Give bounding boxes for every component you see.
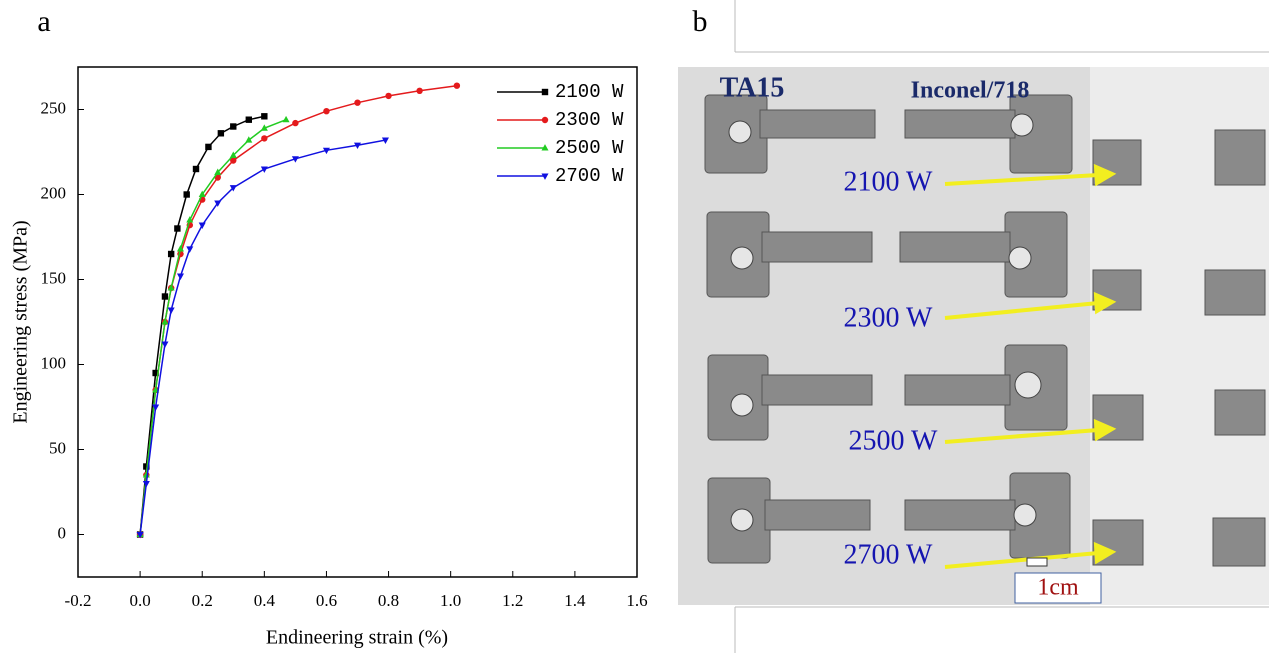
x-tick-label: 0.2: [192, 591, 213, 610]
marker: [161, 318, 169, 325]
marker: [161, 341, 169, 348]
marker: [192, 165, 200, 173]
x-tick-label: 1.2: [502, 591, 523, 610]
marker: [261, 113, 268, 120]
marker: [453, 82, 461, 89]
marker: [198, 190, 206, 198]
y-tick-label: 200: [41, 183, 67, 202]
marker: [381, 137, 389, 144]
marker: [260, 124, 268, 131]
y-tick-label: 50: [49, 438, 66, 457]
y-tick-label: 250: [41, 98, 67, 117]
marker: [136, 531, 144, 539]
x-tick-label: 0.8: [378, 591, 399, 610]
legend-marker: [541, 116, 549, 124]
legend-marker: [541, 88, 549, 96]
marker: [143, 463, 150, 470]
marker: [245, 116, 253, 123]
y-axis-label: Engineering stress (MPa): [10, 220, 32, 423]
marker: [245, 136, 253, 143]
power-label: 2300 W: [844, 302, 933, 333]
power-label: 2100 W: [844, 166, 933, 197]
marker: [152, 369, 159, 377]
x-tick-label: 0.0: [129, 591, 150, 610]
legend-label: 2100 W: [555, 81, 624, 103]
panel-label: b: [693, 5, 708, 38]
marker: [167, 284, 175, 291]
marker: [416, 87, 423, 95]
marker: [167, 307, 175, 314]
panel-label: a: [37, 5, 50, 38]
marker: [167, 250, 175, 258]
legend-label: 2300 W: [555, 109, 624, 131]
marker: [161, 293, 169, 300]
marker: [183, 191, 190, 198]
x-tick-label: 1.6: [626, 591, 647, 610]
marker: [186, 216, 194, 223]
marker: [323, 108, 330, 115]
series-line: [139, 119, 287, 535]
legend-marker: [541, 144, 549, 151]
x-tick-label: 0.6: [316, 591, 337, 610]
x-tick-label: -0.2: [65, 591, 92, 610]
marker: [217, 130, 225, 137]
marker: [260, 166, 268, 173]
marker: [214, 200, 222, 207]
marker: [214, 168, 222, 175]
marker: [354, 99, 361, 106]
marker: [230, 157, 237, 164]
marker: [229, 151, 237, 158]
scale-bar-label: 1cm: [1037, 575, 1079, 601]
y-tick-label: 0: [58, 523, 67, 542]
marker: [152, 404, 160, 411]
power-label: 2700 W: [844, 539, 933, 570]
marker: [176, 273, 185, 280]
material-label: Inconel/718: [911, 78, 1030, 104]
marker: [230, 123, 237, 130]
marker: [261, 135, 268, 142]
marker: [322, 147, 330, 155]
marker: [142, 471, 150, 478]
x-tick-label: 1.4: [564, 591, 586, 610]
marker: [174, 225, 181, 232]
plot-frame: [77, 66, 638, 578]
marker: [385, 92, 392, 100]
x-tick-label: 1.0: [440, 591, 461, 610]
marker: [205, 143, 212, 151]
y-tick-label: 100: [41, 353, 67, 372]
marker: [186, 246, 194, 253]
marker: [229, 185, 237, 192]
series-line: [139, 84, 457, 535]
legend-label: 2700 W: [555, 165, 624, 187]
marker: [282, 115, 290, 123]
material-label: TA15: [720, 72, 785, 103]
marker: [291, 156, 299, 163]
legend-label: 2500 W: [555, 137, 624, 159]
y-tick-label: 150: [41, 268, 67, 287]
power-label: 2500 W: [849, 425, 938, 456]
photo: [678, 0, 1269, 653]
series-line: [139, 115, 265, 535]
marker: [198, 222, 206, 229]
x-tick-label: 0.4: [254, 591, 276, 610]
marker: [353, 142, 362, 150]
marker: [176, 245, 185, 252]
marker: [142, 480, 150, 488]
legend-marker: [541, 173, 549, 180]
marker: [292, 119, 299, 127]
series-line: [139, 139, 386, 535]
x-axis-label: Endineering strain (%): [266, 627, 448, 649]
